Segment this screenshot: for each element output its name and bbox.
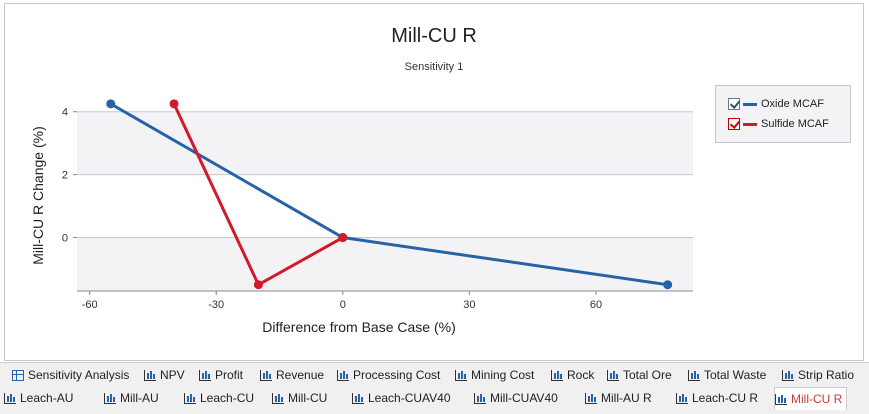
plot-area: 0 2 4 -60 -30 0 30 60 Difference from Base Case … <box>30 99 693 335</box>
tab-rock[interactable]: Rock <box>551 364 594 386</box>
tab-total-waste[interactable]: Total Waste <box>688 364 766 386</box>
bar-chart-icon <box>272 392 284 404</box>
bar-chart-icon <box>775 393 787 405</box>
chart-panel: Mill-CU R Sensitivity 1 0 2 4 -60 -30 0 30 60 Di… <box>4 3 864 361</box>
bar-chart-icon <box>474 392 486 404</box>
bar-chart-icon <box>337 369 349 381</box>
tab-mill-cuav40[interactable]: Mill-CUAV40 <box>474 387 558 409</box>
bar-chart-icon <box>352 392 364 404</box>
y-axis-label: Mill-CU R Change (%) <box>30 126 46 264</box>
bar-chart-icon <box>144 369 156 381</box>
tab-leach-cu[interactable]: Leach-CU <box>184 387 254 409</box>
bar-chart-icon <box>551 369 563 381</box>
bar-chart-icon <box>184 392 196 404</box>
bar-chart-icon <box>676 392 688 404</box>
legend-swatch-sulfide <box>743 122 757 126</box>
y-tick-label: 0 <box>62 233 68 245</box>
legend-item-sulfide-mcaf[interactable]: Sulfide MCAF <box>728 116 829 132</box>
tab-strip-ratio[interactable]: Strip Ratio <box>782 364 854 386</box>
chart-subtitle: Sensitivity 1 <box>404 61 464 73</box>
bar-chart-icon <box>455 369 467 381</box>
tab-leach-cu-r[interactable]: Leach-CU R <box>676 387 758 409</box>
bar-chart-icon <box>688 369 700 381</box>
tab-bar: Sensitivity Analysis NPV Profit Revenue … <box>0 362 869 414</box>
x-tick-label: 60 <box>590 299 602 311</box>
plot-band <box>77 111 693 175</box>
tab-leach-au[interactable]: Leach-AU <box>4 387 73 409</box>
legend-item-oxide-mcaf[interactable]: Oxide MCAF <box>728 96 824 112</box>
y-tick-label: 4 <box>62 107 68 119</box>
tab-profit[interactable]: Profit <box>199 364 243 386</box>
grid-icon <box>12 369 24 381</box>
data-point-1-0 <box>169 99 179 109</box>
legend-label-oxide: Oxide MCAF <box>761 98 824 110</box>
tab-row-2: Leach-AU Mill-AU Leach-CU Mill-CU Leach-… <box>0 387 869 412</box>
data-point-1-1 <box>253 280 263 290</box>
tab-row-1: Sensitivity Analysis NPV Profit Revenue … <box>0 364 869 389</box>
bar-chart-icon <box>585 392 597 404</box>
tab-mill-au-r[interactable]: Mill-AU R <box>585 387 652 409</box>
y-tick-label: 2 <box>62 170 68 182</box>
tab-mill-cu-r[interactable]: Mill-CU R <box>774 387 848 410</box>
bar-chart-icon <box>199 369 211 381</box>
tab-mill-au[interactable]: Mill-AU <box>104 387 159 409</box>
x-tick-label: -60 <box>82 299 98 311</box>
tab-npv[interactable]: NPV <box>144 364 185 386</box>
plot-band <box>77 237 693 291</box>
legend-checkbox-sulfide[interactable] <box>728 118 740 130</box>
bar-chart-icon <box>782 369 794 381</box>
tab-processing-cost[interactable]: Processing Cost <box>337 364 440 386</box>
tab-mill-cu[interactable]: Mill-CU <box>272 387 327 409</box>
bar-chart-icon <box>4 392 16 404</box>
legend: Oxide MCAF Sulfide MCAF <box>715 85 851 143</box>
tab-total-ore[interactable]: Total Ore <box>607 364 672 386</box>
bar-chart-icon <box>260 369 272 381</box>
data-point-0-0 <box>106 99 116 109</box>
bar-chart-icon <box>104 392 116 404</box>
data-point-0-2 <box>663 280 673 290</box>
chart-title: Mill-CU R <box>391 25 477 47</box>
data-point-1-2 <box>338 233 348 243</box>
legend-swatch-oxide <box>743 102 757 106</box>
x-tick-label: -30 <box>208 299 224 311</box>
legend-label-sulfide: Sulfide MCAF <box>761 118 829 130</box>
x-tick-label: 0 <box>340 299 346 311</box>
tab-revenue[interactable]: Revenue <box>260 364 324 386</box>
x-tick-label: 30 <box>463 299 475 311</box>
tab-leach-cuav40[interactable]: Leach-CUAV40 <box>352 387 451 409</box>
tab-sensitivity-analysis[interactable]: Sensitivity Analysis <box>12 364 129 386</box>
tab-mining-cost[interactable]: Mining Cost <box>455 364 534 386</box>
legend-checkbox-oxide[interactable] <box>728 98 740 110</box>
x-axis-label: Difference from Base Case (%) <box>262 319 455 335</box>
bar-chart-icon <box>607 369 619 381</box>
